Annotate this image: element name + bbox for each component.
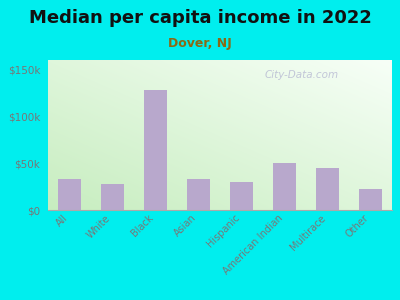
Text: Median per capita income in 2022: Median per capita income in 2022 bbox=[28, 9, 372, 27]
Bar bbox=[144, 90, 167, 210]
Bar bbox=[58, 179, 81, 210]
Bar bbox=[230, 182, 253, 210]
Text: Dover, NJ: Dover, NJ bbox=[168, 38, 232, 50]
Bar bbox=[359, 189, 382, 210]
Bar bbox=[101, 184, 124, 210]
Bar bbox=[316, 168, 339, 210]
Bar bbox=[273, 163, 296, 210]
Text: City-Data.com: City-Data.com bbox=[265, 70, 339, 80]
Bar bbox=[187, 179, 210, 210]
